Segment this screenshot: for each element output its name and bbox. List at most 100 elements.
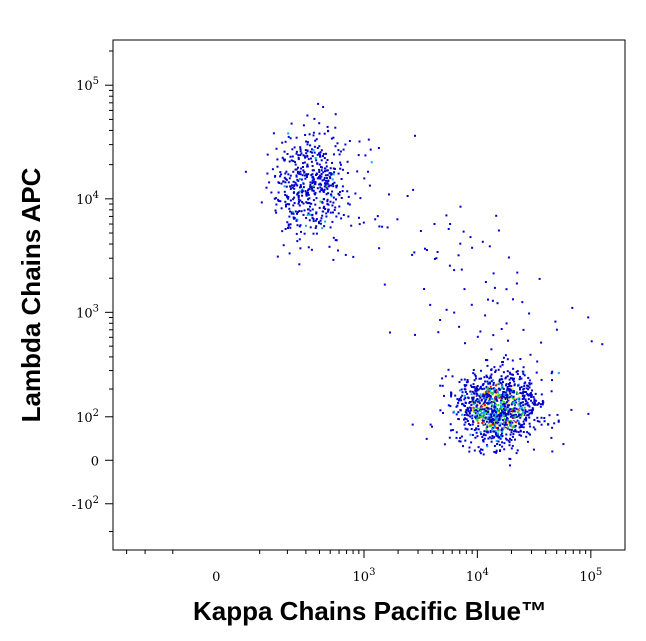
data-point <box>493 398 496 401</box>
data-point <box>538 420 541 423</box>
data-point <box>339 163 342 166</box>
data-point <box>554 320 557 323</box>
data-point <box>484 314 487 317</box>
data-point <box>285 178 288 181</box>
data-point <box>557 420 560 423</box>
data-point <box>323 178 326 181</box>
data-point <box>486 391 489 394</box>
data-point <box>550 436 553 439</box>
data-point <box>308 188 311 191</box>
data-point <box>505 423 508 426</box>
data-point <box>290 212 293 215</box>
data-point <box>511 377 514 380</box>
data-point <box>530 395 533 398</box>
data-point <box>517 414 520 417</box>
data-point <box>455 405 458 408</box>
data-point <box>483 395 486 398</box>
data-point <box>305 176 308 178</box>
data-point <box>282 158 285 161</box>
data-point <box>481 408 484 411</box>
data-point <box>527 388 530 391</box>
data-point <box>520 414 523 417</box>
data-point <box>321 189 324 192</box>
data-point <box>328 172 331 175</box>
data-point <box>315 174 317 176</box>
data-point <box>451 429 454 431</box>
data-point <box>540 416 543 419</box>
x-tick-label: 103 <box>353 567 376 585</box>
data-point <box>311 151 313 154</box>
data-point <box>346 172 349 174</box>
data-point <box>334 126 337 129</box>
data-point <box>437 331 440 334</box>
data-point <box>338 153 341 156</box>
data-point <box>312 232 315 235</box>
data-point <box>551 450 554 453</box>
data-point <box>470 303 473 306</box>
data-point <box>483 401 486 404</box>
data-point <box>274 197 277 199</box>
data-point <box>519 413 522 416</box>
data-point <box>322 189 325 192</box>
data-point <box>305 152 308 155</box>
data-point <box>291 186 294 189</box>
data-point <box>333 209 336 211</box>
data-point <box>479 393 482 396</box>
data-point <box>324 220 327 223</box>
data-point <box>311 187 313 190</box>
data-point <box>287 197 290 200</box>
data-point <box>331 220 334 223</box>
data-point <box>302 162 305 165</box>
data-point <box>374 218 377 221</box>
data-point <box>322 198 325 201</box>
data-point <box>494 390 497 392</box>
data-point <box>495 388 498 391</box>
data-point <box>473 449 476 452</box>
data-point <box>334 145 337 148</box>
data-point <box>459 409 462 412</box>
data-point <box>508 378 511 381</box>
data-point <box>354 192 357 195</box>
data-point <box>458 381 461 383</box>
data-point <box>476 404 479 407</box>
data-point <box>325 161 328 164</box>
data-point <box>510 395 513 398</box>
data-point <box>483 404 486 407</box>
data-point <box>464 391 467 393</box>
data-point <box>492 381 495 384</box>
data-point <box>494 369 497 372</box>
data-point <box>513 407 516 410</box>
data-point <box>279 171 282 174</box>
data-point <box>527 432 530 435</box>
data-point <box>312 134 315 137</box>
data-point <box>460 268 463 271</box>
data-point <box>519 358 522 360</box>
data-point <box>522 392 524 395</box>
data-point <box>312 184 315 187</box>
data-point <box>514 421 517 424</box>
data-point <box>525 435 528 438</box>
data-point <box>459 242 462 245</box>
data-point <box>468 450 471 453</box>
data-point <box>516 370 519 373</box>
data-point <box>340 178 343 180</box>
data-point <box>459 437 462 440</box>
data-point <box>494 407 497 410</box>
data-point <box>525 416 528 419</box>
data-point <box>285 170 288 173</box>
data-point <box>493 390 496 393</box>
data-point <box>497 432 499 435</box>
data-point <box>495 434 498 437</box>
data-point <box>503 424 506 427</box>
data-point <box>531 410 534 413</box>
data-point <box>509 433 512 436</box>
data-point <box>464 405 466 407</box>
data-point <box>486 416 489 419</box>
data-point <box>492 391 495 394</box>
data-point <box>324 182 326 185</box>
data-point <box>502 414 505 417</box>
data-point <box>476 410 479 413</box>
data-point <box>499 365 502 368</box>
data-point <box>473 379 476 382</box>
data-point <box>444 375 447 378</box>
